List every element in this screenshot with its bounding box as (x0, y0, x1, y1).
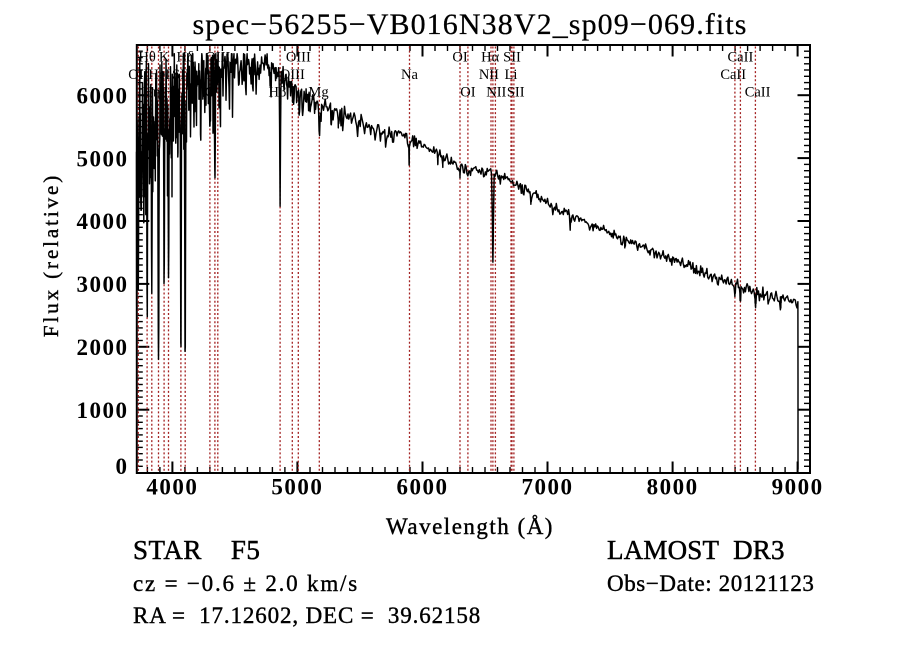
svg-text:SII: SII (172, 67, 190, 83)
svg-text:6000: 6000 (397, 475, 449, 500)
svg-text:Hα: Hα (481, 50, 499, 66)
svg-text:5000: 5000 (271, 475, 323, 500)
svg-text:Obs−Date: 20121123: Obs−Date: 20121123 (607, 571, 815, 596)
svg-text:Hη: Hη (142, 85, 160, 101)
svg-text:NII: NII (486, 85, 506, 101)
svg-text:NII: NII (479, 67, 499, 83)
svg-text:CaII: CaII (720, 67, 746, 83)
svg-text:LAMOST DR3: LAMOST DR3 (607, 535, 785, 565)
svg-text:Hγ: Hγ (206, 67, 223, 83)
svg-text:6000: 6000 (77, 83, 129, 108)
svg-text:OI: OI (452, 50, 467, 66)
svg-text:3000: 3000 (77, 272, 129, 297)
svg-text:spec−56255−VB016N38V2_sp09−069: spec−56255−VB016N38V2_sp09−069.fits (192, 8, 747, 41)
svg-text:Hβ: Hβ (268, 85, 286, 101)
svg-text:SII: SII (507, 85, 525, 101)
svg-text:Li: Li (505, 67, 518, 83)
svg-text:OIII: OIII (205, 50, 230, 66)
svg-text:H: H (163, 85, 174, 101)
svg-text:7000: 7000 (522, 475, 574, 500)
svg-text:CaII: CaII (745, 85, 771, 101)
svg-text:Hδ: Hδ (177, 50, 194, 66)
svg-text:OI: OI (460, 85, 475, 101)
svg-text:5000: 5000 (77, 146, 129, 171)
svg-text:CaII: CaII (728, 50, 754, 66)
svg-text:Wavelength (Å): Wavelength (Å) (386, 514, 554, 539)
svg-text:K: K (159, 50, 170, 66)
svg-text:8000: 8000 (647, 475, 699, 500)
svg-text:STAR F5: STAR F5 (133, 535, 260, 565)
svg-text:HeI: HeI (148, 67, 170, 83)
svg-text:4000: 4000 (77, 209, 129, 234)
svg-text:9000: 9000 (772, 475, 824, 500)
svg-text:RA = 17.12602, DEC = 39.6215: RA = 17.12602, DEC = 39.62158 (133, 603, 481, 628)
svg-text:2000: 2000 (77, 335, 129, 360)
svg-text:1000: 1000 (77, 398, 129, 423)
svg-text:4000: 4000 (146, 475, 198, 500)
svg-text:Flux (relative): Flux (relative) (39, 173, 63, 337)
svg-text:G: G (205, 85, 216, 101)
svg-text:Hθ: Hθ (138, 50, 155, 66)
svg-text:cz = −0.6 ± 2.0 km/s: cz = −0.6 ± 2.0 km/s (133, 571, 359, 596)
svg-text:OIII: OIII (280, 67, 305, 83)
svg-text:Mg: Mg (308, 85, 328, 101)
svg-text:Na: Na (401, 67, 418, 83)
svg-text:0: 0 (116, 454, 129, 479)
svg-text:OIII: OIII (286, 50, 311, 66)
svg-text:OII: OII (128, 67, 148, 83)
svg-text:SII: SII (503, 50, 521, 66)
